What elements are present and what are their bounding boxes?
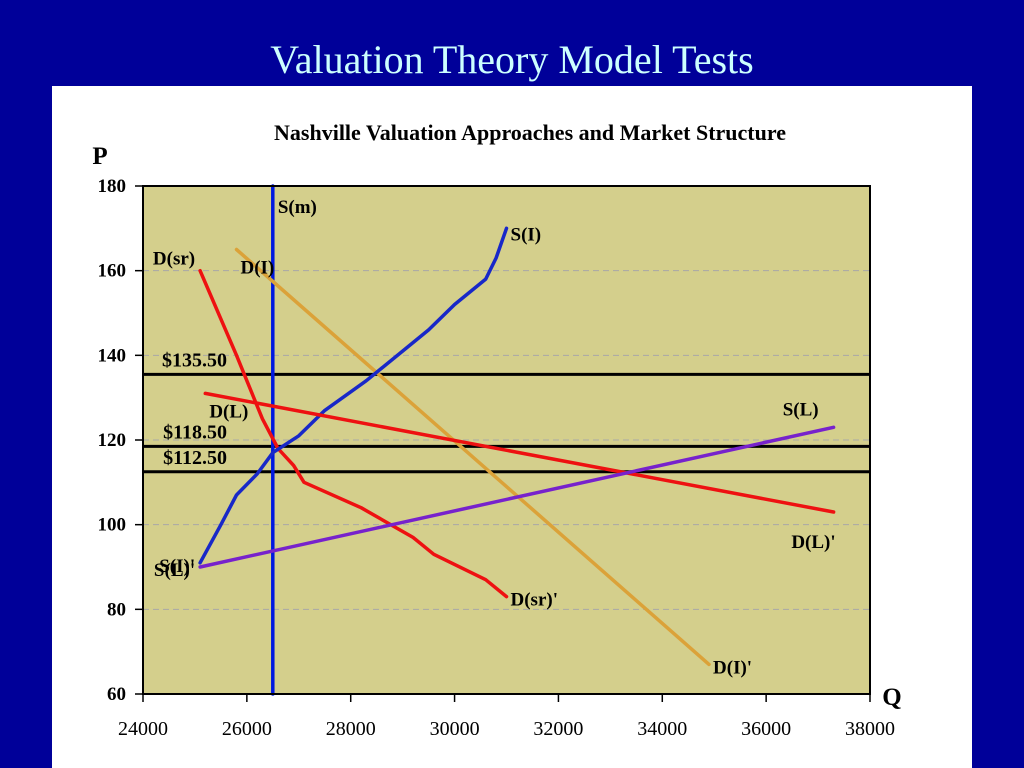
series-line-s-i-s-i <box>198 226 509 565</box>
price-label-118-50: $118.50 <box>163 421 227 443</box>
series-label-d-i: D(I) <box>240 258 274 279</box>
y-tick-label-140: 140 <box>98 345 127 366</box>
y-tick-label-100: 100 <box>98 515 127 536</box>
chart-title: Nashville Valuation Approaches and Marke… <box>274 120 786 145</box>
series-label-d-i: D(I)' <box>713 657 752 678</box>
x-tick-label-34000: 34000 <box>637 718 687 740</box>
x-tick-label-26000: 26000 <box>222 718 272 740</box>
series-label-s-i: S(I) <box>511 224 542 245</box>
y-tick-label-120: 120 <box>98 430 127 451</box>
x-axis-label: Q <box>882 684 901 711</box>
series-line-d-sr-d-sr <box>198 268 509 599</box>
series-label-s-m: S(m) <box>278 197 317 218</box>
series-line-d-i-d-i <box>234 247 711 667</box>
x-tick-label-24000: 24000 <box>118 718 168 740</box>
series-line-d-l-d-l <box>203 391 836 514</box>
x-tick-label-28000: 28000 <box>326 718 376 740</box>
label-layer: $135.50 $118.50 $112.50 S(m) D(I) D(I)' D(sr) D… <box>153 197 836 678</box>
series-label-d-sr: D(sr) <box>153 249 195 270</box>
series-label-s-l: S(L)' <box>154 560 195 581</box>
grid-layer <box>143 270 870 610</box>
y-tick-label-180: 180 <box>98 176 127 197</box>
price-label-135-50: $135.50 <box>162 349 227 371</box>
series-line-s-l-s-l <box>198 425 836 569</box>
y-tick-label-60: 60 <box>107 684 126 705</box>
series-label-s-l: S(L) <box>783 399 819 420</box>
axis-layer: 60 80 100 120 140 160 180 24000 26000 28000 30000 3… <box>98 176 896 740</box>
y-tick-label-160: 160 <box>98 261 127 282</box>
y-axis-label: P <box>92 143 107 170</box>
series-label-s-i: S(I)' <box>159 556 195 577</box>
x-tick-label-32000: 32000 <box>533 718 583 740</box>
series-label-d-sr: D(sr)' <box>511 590 558 611</box>
x-tick-label-38000: 38000 <box>845 718 895 740</box>
x-tick-label-30000: 30000 <box>430 718 480 740</box>
series-label-d-l: D(L) <box>209 401 248 422</box>
y-tick-label-80: 80 <box>107 599 126 620</box>
x-tick-label-36000: 36000 <box>741 718 791 740</box>
series-layer <box>198 184 836 696</box>
series-label-d-l: D(L)' <box>791 532 835 553</box>
slide-title: Valuation Theory Model Tests <box>270 37 754 82</box>
price-label-112-50: $112.50 <box>163 447 227 469</box>
